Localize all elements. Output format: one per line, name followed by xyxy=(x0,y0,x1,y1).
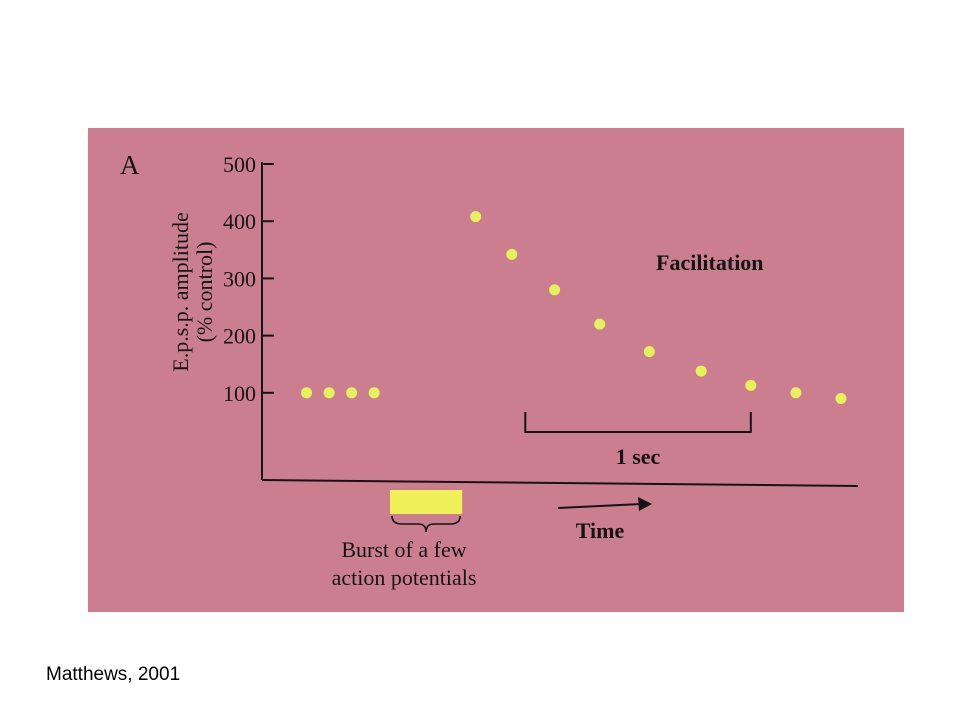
data-point xyxy=(549,284,561,296)
data-point xyxy=(745,379,757,391)
data-point xyxy=(790,387,802,399)
citation: Matthews, 2001 xyxy=(46,664,181,685)
data-point xyxy=(346,387,358,399)
data-point xyxy=(643,346,655,358)
x-axis-label: Time xyxy=(576,518,625,543)
panel-background xyxy=(88,128,904,612)
figure-panel: A E.p.s.p. amplitude (% control) 100 200 3… xyxy=(88,128,904,612)
burst-label-line2: action potentials xyxy=(332,565,477,590)
time-arrow-head xyxy=(638,497,652,511)
scale-bar-label: 1 sec xyxy=(616,444,661,469)
data-point xyxy=(506,248,518,260)
panel-label: A xyxy=(120,150,140,180)
burst-label-line1: Burst of a few xyxy=(341,537,466,562)
time-arrow-line xyxy=(557,503,641,509)
y-tick-label: 400 xyxy=(223,209,256,234)
y-tick-label: 300 xyxy=(223,266,256,291)
data-point xyxy=(835,393,847,405)
y-tick-label: 200 xyxy=(223,324,256,349)
facilitation-chart: A E.p.s.p. amplitude (% control) 100 200 3… xyxy=(88,128,904,612)
y-axis-label-line2: (% control) xyxy=(192,242,217,343)
y-axis-label-line1: E.p.s.p. amplitude xyxy=(168,212,193,371)
y-tick-label: 500 xyxy=(223,152,256,177)
burst-brace xyxy=(391,515,461,533)
burst-bar xyxy=(389,490,463,514)
y-tick-label: 100 xyxy=(223,381,256,406)
data-point xyxy=(594,318,606,330)
data-point xyxy=(323,387,335,399)
data-point xyxy=(470,211,482,223)
data-point xyxy=(695,365,707,377)
data-point xyxy=(301,387,313,399)
scale-bar xyxy=(524,412,752,433)
x-axis-line xyxy=(261,479,859,487)
data-point xyxy=(368,387,380,399)
chart-title: Facilitation xyxy=(656,250,764,275)
